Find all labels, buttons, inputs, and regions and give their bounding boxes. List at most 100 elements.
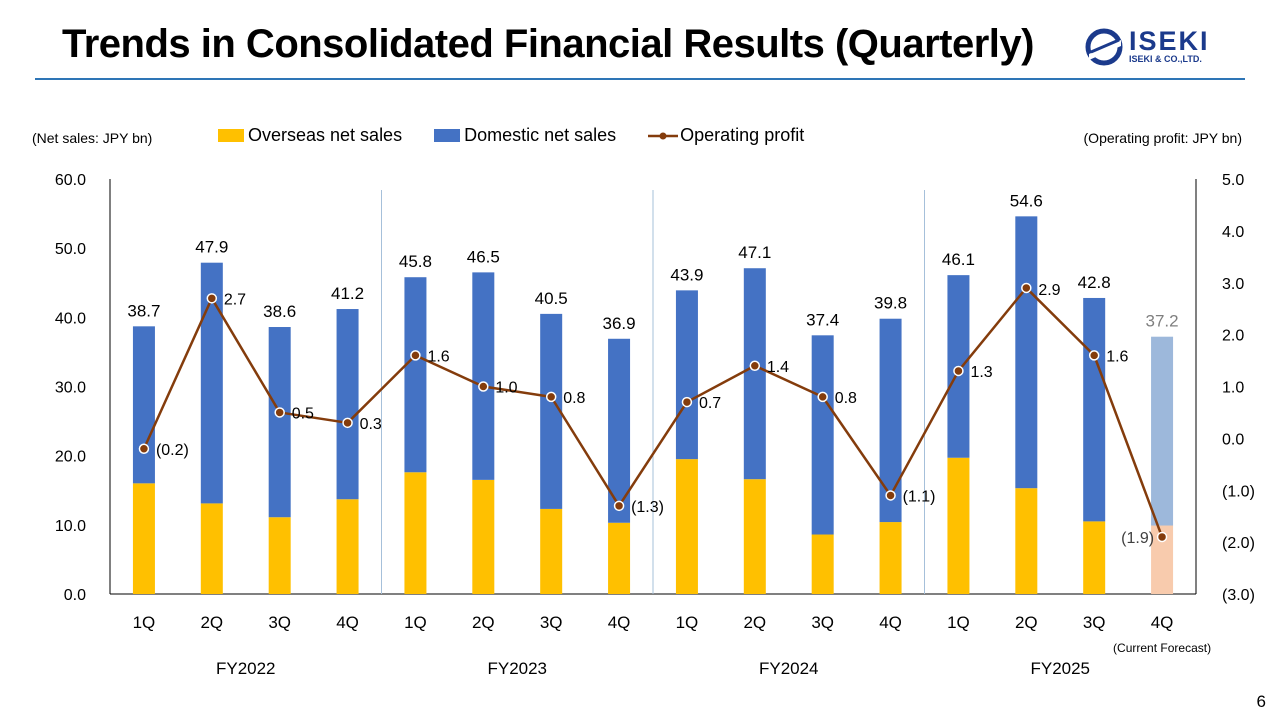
bar-total-label: 54.6 bbox=[1010, 191, 1043, 210]
operating-profit-label: 1.6 bbox=[1106, 348, 1128, 365]
forecast-note: (Current Forecast) bbox=[1113, 641, 1211, 655]
right-axis-tick-label: 1.0 bbox=[1222, 380, 1244, 397]
right-axis-tick-label: 4.0 bbox=[1222, 224, 1244, 241]
bar-domestic bbox=[879, 318, 902, 523]
operating-profit-line bbox=[142, 286, 1164, 538]
bar-total-label: 39.8 bbox=[874, 294, 907, 313]
bar-total-label: 43.9 bbox=[670, 265, 703, 284]
logo-subtext: ISEKI & CO.,LTD. bbox=[1129, 54, 1202, 64]
operating-profit-point bbox=[342, 417, 353, 429]
bar-domestic bbox=[200, 262, 223, 504]
operating-profit-point bbox=[410, 350, 421, 361]
left-axis-tick-label: 60.0 bbox=[55, 172, 86, 189]
operating-profit-point bbox=[1021, 282, 1032, 294]
operating-profit-point bbox=[1088, 350, 1100, 361]
bar-total-label: 37.2 bbox=[1146, 312, 1179, 331]
operating-profit-label: 2.7 bbox=[224, 291, 246, 308]
bar-total-label: 42.8 bbox=[1078, 273, 1111, 292]
left-axis-unit: (Net sales: JPY bn) bbox=[32, 130, 153, 146]
operating-profit-label: 1.3 bbox=[970, 364, 992, 381]
x-tick-label: 1Q bbox=[404, 613, 427, 632]
legend-label-operating-profit: Operating profit bbox=[680, 125, 805, 145]
legend-item-domestic: Domestic net sales bbox=[434, 125, 616, 146]
bar-domestic bbox=[1015, 216, 1038, 489]
legend-swatch-overseas bbox=[218, 129, 244, 142]
x-tick-label: 2Q bbox=[472, 613, 495, 632]
bar-domestic bbox=[540, 313, 563, 509]
legend-swatch-operating-profit bbox=[648, 132, 679, 139]
x-tick-label: 4Q bbox=[879, 613, 902, 632]
operating-profit-label: 0.5 bbox=[292, 405, 314, 422]
page-number: 6 bbox=[1256, 692, 1266, 711]
legend-label-overseas: Overseas net sales bbox=[248, 125, 403, 145]
x-tick-label: 2Q bbox=[1015, 613, 1038, 632]
operating-profit-point bbox=[817, 391, 828, 403]
operating-profit-label: 0.8 bbox=[835, 390, 857, 407]
bar-domestic bbox=[132, 326, 155, 484]
bar-overseas bbox=[268, 517, 291, 594]
bar-total-label: 46.5 bbox=[467, 247, 500, 266]
bar-domestic bbox=[336, 309, 359, 500]
right-axis-tick-label: (2.0) bbox=[1222, 535, 1255, 552]
operating-profit-label: 1.0 bbox=[495, 380, 517, 397]
operating-profit-point bbox=[681, 396, 693, 408]
right-axis-tick-label: 5.0 bbox=[1222, 172, 1244, 189]
operating-profit-label: 1.6 bbox=[427, 348, 449, 365]
right-axis-unit: (Operating profit: JPY bn) bbox=[1083, 130, 1242, 146]
x-tick-label: 1Q bbox=[947, 613, 970, 632]
chart-legend: Overseas net sales Domestic net sales Op… bbox=[218, 125, 836, 146]
operating-profit-label: (1.9) bbox=[1121, 530, 1154, 547]
bar-overseas bbox=[132, 483, 155, 594]
iseki-logo-mark-icon bbox=[1085, 28, 1123, 66]
bar-overseas bbox=[540, 508, 563, 594]
fiscal-year-label: FY2025 bbox=[1030, 659, 1090, 678]
bar-domestic bbox=[268, 327, 291, 518]
legend-label-domestic: Domestic net sales bbox=[464, 125, 617, 145]
operating-profit-label: (1.3) bbox=[631, 499, 664, 516]
left-axis-tick-label: 30.0 bbox=[55, 380, 86, 397]
operating-profit-point bbox=[749, 360, 761, 371]
x-tick-label: 4Q bbox=[608, 613, 631, 632]
right-axis-tick-label: 0.0 bbox=[1222, 431, 1244, 448]
operating-profit-label: 0.3 bbox=[360, 416, 382, 433]
bar-overseas bbox=[608, 522, 631, 594]
title-underline bbox=[35, 78, 1245, 80]
x-tick-label: 3Q bbox=[811, 613, 834, 632]
operating-profit-label: 2.9 bbox=[1038, 282, 1060, 299]
bar-total-label: 45.8 bbox=[399, 252, 432, 271]
legend-item-operating-profit: Operating profit bbox=[648, 125, 804, 146]
bar-overseas bbox=[947, 457, 970, 594]
bar-domestic bbox=[675, 290, 698, 460]
left-axis-tick-label: 20.0 bbox=[55, 449, 86, 466]
left-axis-tick-label: 50.0 bbox=[55, 241, 86, 258]
bar-overseas bbox=[1083, 521, 1106, 594]
operating-profit-point bbox=[613, 500, 625, 512]
left-axis-tick-label: 10.0 bbox=[55, 518, 86, 535]
right-axis-tick-label: (3.0) bbox=[1222, 587, 1255, 604]
bar-total-label: 38.6 bbox=[263, 302, 296, 321]
operating-profit-label: (0.2) bbox=[156, 442, 189, 459]
x-tick-label: 4Q bbox=[1151, 613, 1174, 632]
left-axis-tick-label: 40.0 bbox=[55, 310, 86, 327]
bar-overseas bbox=[1151, 525, 1174, 594]
operating-profit-point bbox=[274, 407, 285, 418]
x-tick-label: 3Q bbox=[1083, 613, 1106, 632]
bar-total-label: 37.4 bbox=[806, 310, 839, 329]
x-tick-label: 1Q bbox=[133, 613, 156, 632]
bar-domestic bbox=[1083, 297, 1106, 522]
operating-profit-label: (1.1) bbox=[903, 488, 936, 505]
x-tick-label: 2Q bbox=[743, 613, 766, 632]
operating-profit-point bbox=[1156, 531, 1168, 543]
operating-profit-point bbox=[885, 490, 896, 501]
operating-profit-point bbox=[138, 443, 150, 454]
bar-total-label: 47.1 bbox=[738, 243, 771, 262]
right-axis-tick-label: (1.0) bbox=[1222, 483, 1255, 500]
legend-swatch-domestic bbox=[434, 129, 461, 142]
bar-overseas bbox=[811, 534, 834, 594]
bar-domestic bbox=[404, 277, 427, 473]
legend-item-overseas: Overseas net sales bbox=[218, 125, 402, 146]
x-tick-label: 3Q bbox=[540, 613, 563, 632]
operating-profit-point bbox=[478, 381, 489, 392]
operating-profit-point bbox=[545, 391, 557, 403]
